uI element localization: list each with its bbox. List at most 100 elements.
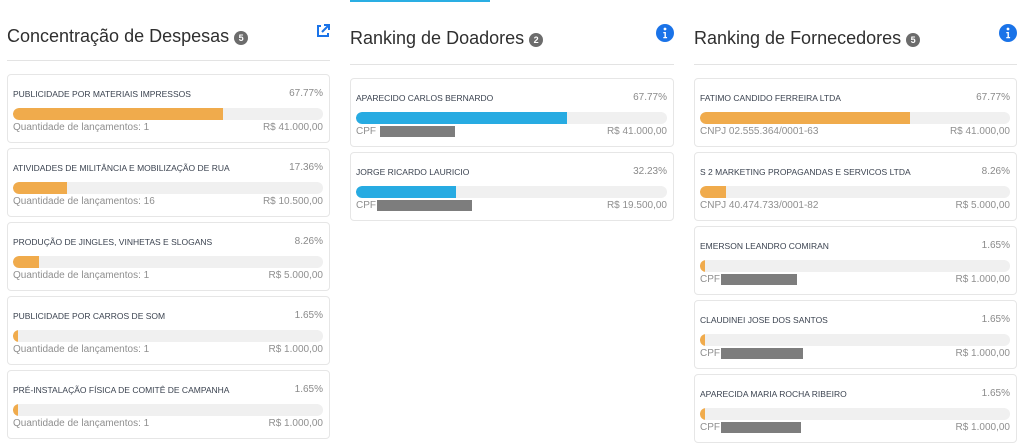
item-name: ATIVIDADES DE MILITÂNCIA E MOBILIZAÇÃO D… (13, 163, 230, 173)
progress-bar (700, 112, 1010, 124)
list-item[interactable]: PRÉ-INSTALAÇÃO FÍSICA DE COMITÊ DE CAMPA… (7, 370, 330, 439)
supplier-list: FATIMO CANDIDO FERREIRA LTDA 67.77% CNPJ 0… (694, 78, 1017, 443)
item-subtitle: CPF (700, 422, 801, 433)
progress-fill (13, 404, 19, 416)
item-subtitle: Quantidade de lançamentos: 1 (13, 122, 149, 133)
list-item[interactable]: PUBLICIDADE POR MATERIAIS IMPRESSOS 67.77… (7, 74, 330, 143)
progress-fill (356, 186, 457, 198)
item-value: R$ 1.000,00 (955, 274, 1011, 285)
external-link-icon[interactable] (316, 24, 330, 43)
item-name: EMERSON LEANDRO COMIRAN (700, 241, 829, 251)
panel-title: Ranking de Fornecedores 5 (694, 28, 921, 49)
item-value: R$ 41.000,00 (606, 126, 667, 137)
panel-ranking-fornecedores: Ranking de Fornecedores 5 FATIMO CANDIDO… (694, 0, 1017, 448)
item-subtitle-text: Quantidade de lançamentos: 1 (13, 122, 150, 133)
redacted-document (721, 274, 797, 285)
progress-bar (700, 408, 1010, 420)
item-subtitle-text: CPF (356, 200, 376, 211)
item-subtitle: Quantidade de lançamentos: 1 (13, 344, 149, 355)
item-name: S 2 MARKETING PROPAGANDAS E SERVICOS LTD… (700, 167, 911, 177)
list-item[interactable]: JORGE RICARDO LAURICIO 32.23% CPF R$ 19.500… (350, 152, 674, 221)
item-percent: 67.77% (976, 92, 1010, 103)
item-percent: 1.65% (981, 240, 1010, 251)
donor-list: APARECIDO CARLOS BERNARDO 67.77% CPF R$ 41.… (350, 78, 674, 221)
item-name: APARECIDO CARLOS BERNARDO (356, 93, 494, 103)
progress-fill (13, 256, 39, 268)
item-value: R$ 10.500,00 (262, 196, 323, 207)
item-percent: 1.65% (294, 384, 323, 395)
progress-fill (13, 108, 224, 120)
item-name: PUBLICIDADE POR MATERIAIS IMPRESSOS (13, 89, 191, 99)
item-subtitle-text: CPF (700, 274, 720, 285)
item-value: R$ 5.000,00 (955, 200, 1011, 211)
item-subtitle-text: Quantidade de lançamentos: 1 (13, 270, 150, 281)
count-badge: 5 (906, 32, 921, 47)
item-subtitle: CPF (700, 348, 803, 359)
panel-concentracao-despesas: Concentração de Despesas 5 PUBLICIDADE P… (7, 0, 330, 444)
item-subtitle-text: CNPJ 40.474.733/0001-82 (700, 200, 819, 211)
item-subtitle-text: Quantidade de lançamentos: 1 (13, 344, 150, 355)
item-name: APARECIDA MARIA ROCHA RIBEIRO (700, 389, 847, 399)
info-icon[interactable] (999, 24, 1017, 47)
item-percent: 1.65% (981, 388, 1010, 399)
redacted-document (380, 126, 455, 137)
count-badge: 5 (234, 30, 249, 45)
panel-ranking-doadores: Ranking de Doadores 2 APARECIDO CARLOS B… (350, 0, 674, 226)
list-item[interactable]: PUBLICIDADE POR CARROS DE SOM 1.65% Quanti… (7, 296, 330, 365)
progress-bar (13, 404, 323, 416)
item-subtitle-text: Quantidade de lançamentos: 16 (13, 196, 155, 207)
item-name: PRÉ-INSTALAÇÃO FÍSICA DE COMITÊ DE CAMPA… (13, 385, 230, 395)
list-item[interactable]: S 2 MARKETING PROPAGANDAS E SERVICOS LTD… (694, 152, 1017, 221)
progress-fill (700, 260, 706, 272)
item-subtitle-text: CPF (700, 348, 720, 359)
item-percent: 8.26% (294, 236, 323, 247)
list-item[interactable]: APARECIDA MARIA ROCHA RIBEIRO 1.65% CPF R$ … (694, 374, 1017, 443)
progress-bar (700, 186, 1010, 198)
item-subtitle: CNPJ 40.474.733/0001-82 (700, 200, 818, 211)
item-percent: 1.65% (294, 310, 323, 321)
panel-header: Concentração de Despesas 5 (7, 0, 330, 61)
redacted-document (377, 200, 472, 211)
item-percent: 1.65% (981, 314, 1010, 325)
item-subtitle: CNPJ 02.555.364/0001-63 (700, 126, 818, 137)
item-value: R$ 19.500,00 (606, 200, 667, 211)
progress-fill (700, 112, 911, 124)
panel-title-text: Ranking de Doadores (350, 28, 525, 48)
item-percent: 17.36% (289, 162, 323, 173)
item-percent: 8.26% (981, 166, 1010, 177)
item-name: PUBLICIDADE POR CARROS DE SOM (13, 311, 166, 321)
progress-bar (356, 112, 667, 124)
progress-fill (700, 334, 706, 346)
panel-title: Ranking de Doadores 2 (350, 28, 544, 49)
list-item[interactable]: PRODUÇÃO DE JINGLES, VINHETAS E SLOGANS 8… (7, 222, 330, 291)
redacted-document (721, 348, 803, 359)
count-badge: 2 (529, 32, 544, 47)
panel-header: Ranking de Fornecedores 5 (694, 0, 1017, 65)
info-icon[interactable] (656, 24, 674, 47)
list-item[interactable]: ATIVIDADES DE MILITÂNCIA E MOBILIZAÇÃO D… (7, 148, 330, 217)
progress-bar (700, 260, 1010, 272)
redacted-document (721, 422, 801, 433)
list-item[interactable]: CLAUDINEI JOSE DOS SANTOS 1.65% CPF R$ 1.00… (694, 300, 1017, 369)
item-name: PRODUÇÃO DE JINGLES, VINHETAS E SLOGANS (13, 237, 213, 247)
progress-fill (700, 186, 726, 198)
progress-fill (13, 330, 19, 342)
list-item[interactable]: FATIMO CANDIDO FERREIRA LTDA 67.77% CNPJ 0… (694, 78, 1017, 147)
item-subtitle: CPF (356, 200, 472, 211)
expense-list: PUBLICIDADE POR MATERIAIS IMPRESSOS 67.77… (7, 74, 330, 439)
item-percent: 32.23% (633, 166, 667, 177)
list-item[interactable]: EMERSON LEANDRO COMIRAN 1.65% CPF R$ 1.000,… (694, 226, 1017, 295)
item-name: CLAUDINEI JOSE DOS SANTOS (700, 315, 828, 325)
progress-fill (700, 408, 706, 420)
panel-title-text: Ranking de Fornecedores (694, 28, 902, 48)
item-subtitle: Quantidade de lançamentos: 1 (13, 270, 149, 281)
item-value: R$ 1.000,00 (268, 418, 324, 429)
list-item[interactable]: APARECIDO CARLOS BERNARDO 67.77% CPF R$ 41.… (350, 78, 674, 147)
progress-fill (13, 182, 67, 194)
panel-title: Concentração de Despesas 5 (7, 26, 249, 47)
panel-header: Ranking de Doadores 2 (350, 0, 674, 65)
progress-bar (13, 182, 323, 194)
item-subtitle: CPF (700, 274, 797, 285)
item-value: R$ 5.000,00 (268, 270, 324, 281)
progress-bar (356, 186, 667, 198)
